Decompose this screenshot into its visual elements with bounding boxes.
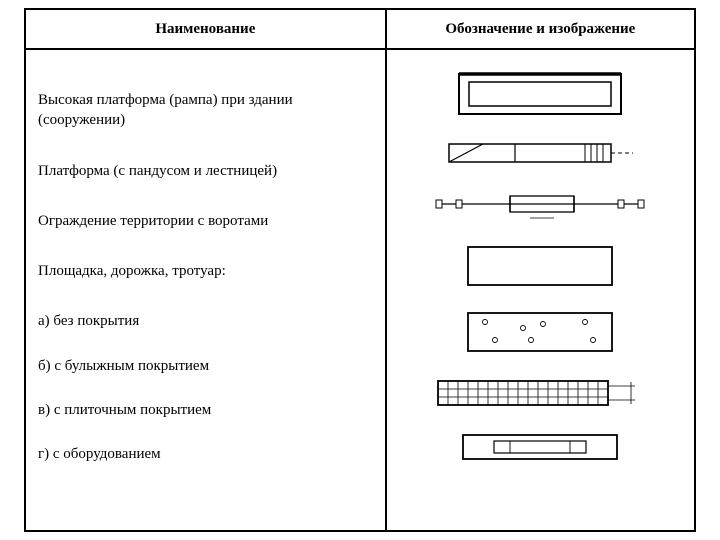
symbol-platform-ramp-stairs (445, 140, 635, 166)
row-4c-label: в) с плиточным покрытием (38, 400, 373, 420)
symbol-equipment-rect (460, 432, 620, 462)
symbol-tile-rect (435, 376, 645, 410)
row-1-label: Высокая платформа (рампа) при здании (со… (38, 90, 373, 131)
header-right: Обозначение и изображение (387, 10, 694, 50)
row-2-label: Платформа (с пандусом и лестницей) (38, 161, 373, 181)
header-left: Наименование (26, 10, 385, 50)
row-4d-label: г) с оборудованием (38, 444, 373, 464)
row-4a-label: а) без покрытия (38, 311, 373, 331)
header-left-text: Наименование (155, 21, 255, 38)
symbol-fence-gate (430, 188, 650, 222)
symbol-high-platform (455, 70, 625, 118)
symbol-plain-rect (465, 244, 615, 288)
column-name: Наименование Высокая платформа (рампа) п… (26, 10, 387, 530)
body-left: Высокая платформа (рампа) при здании (со… (26, 50, 385, 530)
header-right-text: Обозначение и изображение (445, 21, 635, 38)
column-symbol: Обозначение и изображение (387, 10, 694, 530)
row-4b-label: б) с булыжным покрытием (38, 356, 373, 376)
legend-table: Наименование Высокая платформа (рампа) п… (24, 8, 696, 532)
row-3-label: Ограждение территории с воротами (38, 211, 373, 231)
row-4-label: Площадка, дорожка, тротуар: (38, 261, 373, 281)
body-right (387, 50, 694, 530)
symbol-cobble-rect (465, 310, 615, 354)
